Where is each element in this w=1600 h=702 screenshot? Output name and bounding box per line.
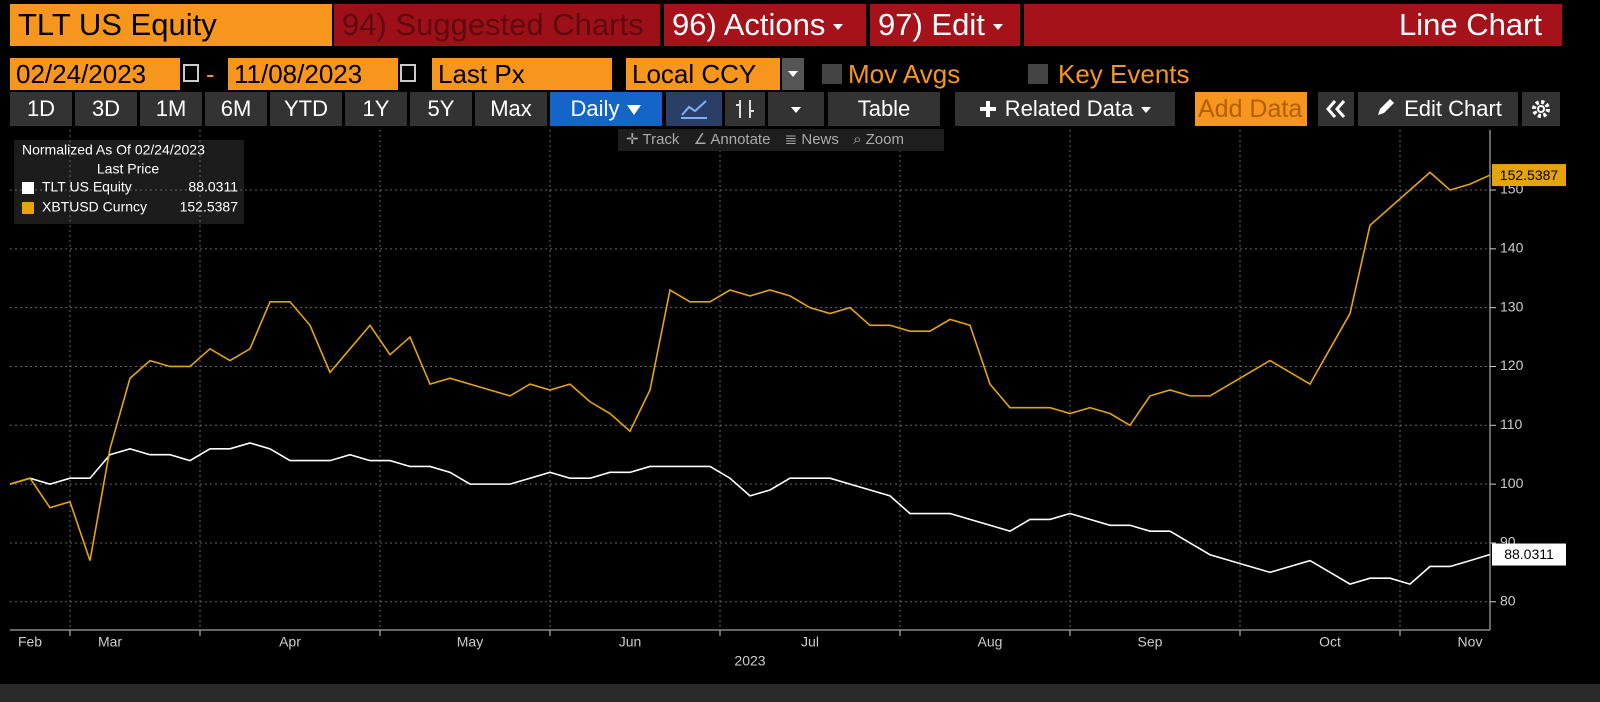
legend-value: 88.0311 [188, 179, 238, 195]
edit-chart-button[interactable]: Edit Chart [1358, 92, 1518, 126]
news-label: News [801, 131, 839, 148]
bar-icon [736, 100, 754, 118]
news-tool[interactable]: ≣ News [784, 131, 839, 148]
last-value-label: 152.5387 [1500, 167, 1559, 183]
key-events-checkbox[interactable] [1028, 64, 1048, 84]
dropdown-icon [791, 107, 801, 114]
legend-entry: XBTUSD Curncy [42, 199, 147, 215]
track-label: Track [642, 131, 680, 148]
edit-menu[interactable]: 97) Edit [870, 4, 1020, 46]
related-data-button[interactable]: Related Data [955, 92, 1175, 126]
y-tick-label: 110 [1500, 416, 1523, 432]
x-tick-label: Nov [1458, 634, 1483, 650]
dropdown-icon [833, 23, 844, 30]
x-tick-label: Apr [279, 634, 301, 650]
calendar-icon[interactable] [183, 64, 199, 82]
legend-swatch [22, 202, 34, 214]
x-tick-label: Jun [619, 634, 642, 650]
line-chart-button[interactable] [666, 92, 722, 126]
legend-subtitle: Last Price [97, 161, 159, 177]
collapse-button[interactable] [1318, 92, 1354, 126]
key-events-label: Key Events [1058, 59, 1190, 89]
period-button[interactable]: 1D [10, 92, 72, 126]
legend-box [14, 140, 244, 224]
x-tick-label: Sep [1138, 634, 1163, 650]
chart-kind: Line Chart [1024, 4, 1562, 46]
period-button[interactable]: 1Y [345, 92, 407, 126]
suggested-charts-menu[interactable]: 94) Suggested Charts [334, 4, 660, 46]
x-tick-label: Feb [18, 634, 42, 650]
legend-title: Normalized As Of 02/24/2023 [22, 142, 205, 158]
currency-dropdown[interactable] [782, 58, 804, 90]
mov-avgs-checkbox[interactable] [822, 64, 842, 84]
y-tick-label: 100 [1500, 475, 1524, 491]
chart: Normalized As Of 02/24/2023 Last Price 2… [0, 130, 1600, 702]
mov-avgs-label: Mov Avgs [848, 59, 961, 89]
x-tick-label: Mar [98, 634, 122, 650]
legend-value: 152.5387 [180, 199, 239, 215]
zoom-label: Zoom [865, 131, 904, 148]
dropdown-icon [992, 23, 1003, 30]
last-value-box [1492, 543, 1566, 566]
frequency-button[interactable]: Daily [550, 92, 662, 126]
last-value-box [1492, 164, 1566, 187]
table-button[interactable]: Table [828, 92, 940, 126]
last-value-label: 88.0311 [1504, 546, 1554, 562]
x-tick-label: Jul [801, 634, 819, 650]
y-tick-label: 120 [1500, 357, 1524, 373]
zoom-tool[interactable]: ⌕ Zoom [853, 131, 904, 148]
x-axis-label: 2023 [734, 653, 765, 669]
add-data-input[interactable]: Add Data [1195, 92, 1307, 126]
series-line [9, 171, 1491, 561]
x-tick-label: Aug [978, 634, 1003, 650]
y-tick-label: 80 [1500, 592, 1516, 608]
x-tick-label: Oct [1319, 634, 1341, 650]
actions-label: 96) Actions [672, 7, 826, 42]
dropdown-icon [788, 71, 798, 77]
settings-button[interactable] [1522, 92, 1560, 126]
chart-type-dropdown[interactable] [768, 92, 824, 126]
legend-entry: TLT US Equity [42, 179, 132, 195]
dropdown-icon [1141, 107, 1152, 114]
period-button[interactable]: Max [475, 92, 547, 126]
end-date-input[interactable]: 11/08/2023 [228, 58, 398, 90]
field-select[interactable]: Last Px [432, 58, 612, 90]
pencil-icon [1378, 99, 1395, 115]
ticker-box[interactable]: TLT US Equity [10, 4, 332, 46]
period-button[interactable]: 6M [205, 92, 267, 126]
edit-chart-label: Edit Chart [1404, 96, 1502, 121]
calendar-icon[interactable] [400, 64, 416, 82]
edit-label: 97) Edit [878, 7, 985, 42]
plus-icon [979, 101, 996, 117]
annotate-tool[interactable]: ∠ Annotate [693, 131, 771, 148]
related-data-label: Related Data [1004, 96, 1134, 121]
currency-select[interactable]: Local CCY [626, 58, 780, 90]
gear-icon [1532, 100, 1550, 118]
track-tool[interactable]: ✛ Track [626, 131, 680, 148]
series-line [9, 442, 1491, 586]
actions-menu[interactable]: 96) Actions [664, 4, 866, 46]
date-separator: - [206, 59, 215, 89]
legend-swatch [22, 182, 34, 194]
frequency-label: Daily [570, 96, 620, 121]
bar-chart-button[interactable] [725, 92, 765, 126]
period-button[interactable]: YTD [270, 92, 342, 126]
line-icon [681, 100, 707, 119]
period-button[interactable]: 3D [75, 92, 137, 126]
x-tick-label: May [457, 634, 483, 650]
y-tick-label: 130 [1500, 298, 1524, 314]
chart-tools: ✛ Track ∠ Annotate ≣ News ⌕ Zoom [618, 129, 944, 151]
y-tick-label: 140 [1500, 240, 1524, 256]
start-date-input[interactable]: 02/24/2023 [10, 58, 180, 90]
collapse-icon [1326, 100, 1346, 118]
period-button[interactable]: 1M [140, 92, 202, 126]
annotate-label: Annotate [710, 131, 771, 148]
status-bar [0, 684, 1600, 702]
dropdown-icon [627, 105, 642, 116]
period-button[interactable]: 5Y [410, 92, 472, 126]
